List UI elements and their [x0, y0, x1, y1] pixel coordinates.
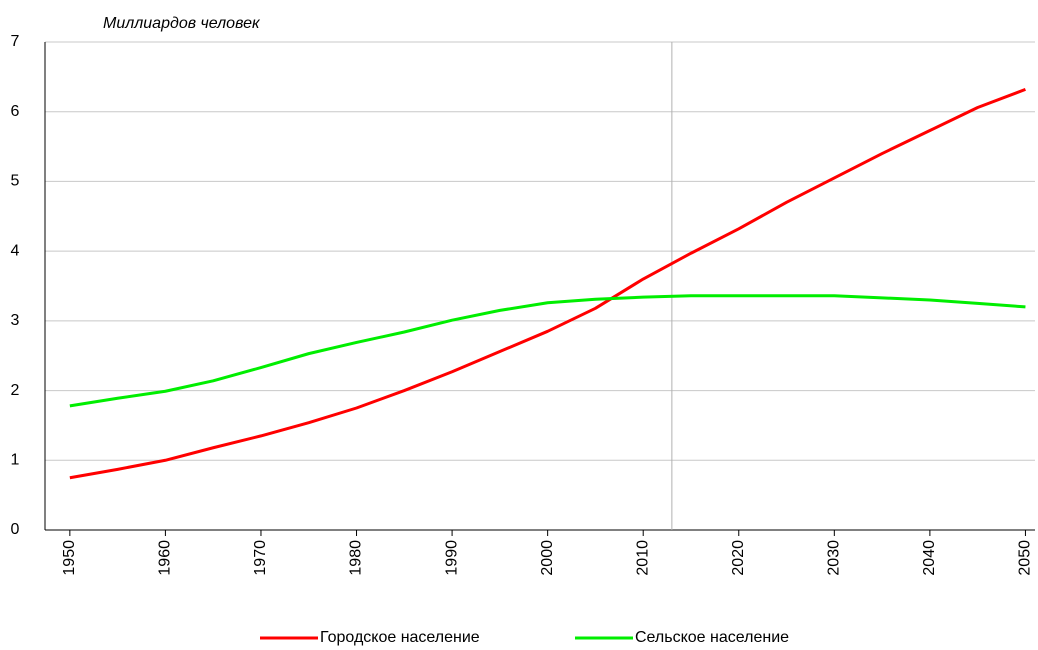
y-tick-label: 6: [11, 103, 20, 120]
y-tick-label: 4: [11, 242, 20, 259]
x-tick-label: 1970: [252, 540, 269, 576]
y-tick-label: 0: [11, 521, 20, 538]
y-axis-title: Миллиардов человек: [103, 15, 261, 32]
y-tick-label: 2: [11, 382, 20, 399]
legend-item: Сельское население: [575, 629, 789, 646]
y-tick-label: 3: [11, 312, 20, 329]
data-line: [69, 294, 1026, 408]
legend-label: Сельское население: [635, 629, 789, 646]
x-tick-label: 2000: [539, 540, 556, 576]
x-tick-label: 2010: [634, 540, 651, 576]
legend-label: Городское население: [320, 629, 480, 646]
y-tick-label: 1: [11, 452, 20, 469]
x-tick-label: 1960: [157, 540, 174, 576]
x-tick-label: 1950: [61, 540, 78, 576]
legend-item: Городское население: [260, 629, 480, 646]
x-tick-label: 2020: [730, 540, 747, 576]
x-tick-label: 2030: [826, 540, 843, 576]
y-tick-label: 5: [11, 173, 20, 190]
x-tick-label: 1980: [348, 540, 365, 576]
x-tick-label: 2050: [1017, 540, 1034, 576]
x-tick-label: 2040: [921, 540, 938, 576]
y-tick-label: 7: [11, 33, 20, 50]
x-tick-label: 1990: [443, 540, 460, 576]
data-line: [69, 88, 1026, 480]
